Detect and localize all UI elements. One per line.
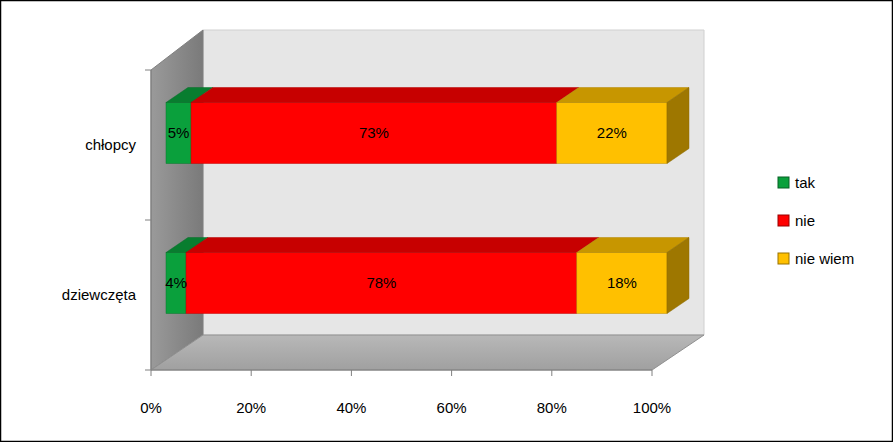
bar-top [186,238,599,253]
data-label: 5% [168,124,190,141]
bar-side [667,238,689,314]
bar-side [667,88,689,164]
legend-swatch [778,253,789,264]
x-tick [451,370,452,376]
x-tick [151,370,152,376]
x-tick [351,370,352,376]
x-tick-label: 80% [537,399,567,416]
category-tick [145,220,151,221]
x-tick-label: 20% [236,399,266,416]
data-labels: 5% 73% 22% 4% 78% 18% [165,124,637,291]
data-label: 73% [359,124,389,141]
x-tick [551,370,552,376]
bar-segment [186,253,577,314]
data-label: 78% [366,274,396,291]
x-tick [251,370,252,376]
x-tick-label: 40% [336,399,366,416]
data-label: 4% [165,274,187,291]
x-tick [652,370,653,376]
frame [1,1,893,442]
data-label: 18% [607,274,637,291]
data-label: 22% [597,124,627,141]
category-tick [145,370,151,371]
category-label: dziewczęta [62,286,137,303]
category-tick [145,70,151,71]
legend-swatch [778,177,789,188]
bar-segment [557,103,667,164]
bar-segment [166,103,191,164]
x-tick-label: 100% [633,399,671,416]
x-tick-label: 0% [140,399,162,416]
chart: 0% 20% 40% 60% 80% 100% 5% 73% 22% 4% 78% 18% chłopc… [0,0,893,442]
legend: tak nie nie wiem [778,174,854,267]
x-tick-label: 60% [437,399,467,416]
legend-swatch [778,215,789,226]
bar-segment [577,253,667,314]
legend-label: tak [795,174,816,191]
legend-label: nie [795,212,815,229]
bar-top [557,88,689,103]
bar-segment [166,253,186,314]
side-wall [151,30,203,370]
bar-top [191,88,579,103]
category-label: chłopcy [85,136,136,153]
value-axis [151,370,652,371]
floor [151,335,704,370]
legend-label: nie wiem [795,250,854,267]
bars [166,88,689,314]
bar-segment [191,103,557,164]
